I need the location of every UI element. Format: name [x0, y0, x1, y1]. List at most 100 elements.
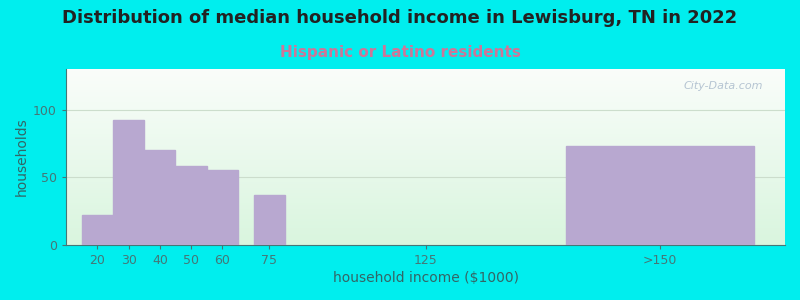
Bar — [66, 84, 785, 85]
Bar — [66, 232, 785, 233]
Bar — [66, 174, 785, 175]
Bar — [66, 186, 785, 187]
Bar — [66, 69, 785, 70]
Bar — [66, 133, 785, 134]
Bar — [66, 216, 785, 217]
Bar — [66, 217, 785, 218]
Bar — [66, 209, 785, 210]
Bar — [66, 168, 785, 169]
Bar — [66, 161, 785, 162]
Bar — [66, 181, 785, 182]
Bar — [66, 243, 785, 244]
Bar — [66, 169, 785, 170]
Bar — [66, 75, 785, 76]
Bar — [66, 227, 785, 228]
Bar — [66, 115, 785, 116]
Bar — [66, 136, 785, 137]
Bar — [66, 202, 785, 203]
Bar — [66, 219, 785, 220]
Bar — [66, 240, 785, 241]
Bar — [66, 108, 785, 109]
Bar — [66, 103, 785, 104]
Bar — [66, 206, 785, 207]
Bar — [66, 125, 785, 126]
Bar — [66, 191, 785, 192]
Bar — [66, 70, 785, 71]
Bar — [66, 213, 785, 214]
Bar — [66, 94, 785, 95]
Bar — [66, 138, 785, 139]
Bar — [66, 110, 785, 111]
Bar — [66, 79, 785, 80]
Bar — [66, 182, 785, 183]
Bar — [66, 121, 785, 122]
Bar — [66, 130, 785, 131]
Bar — [206, 170, 238, 245]
Bar — [66, 160, 785, 161]
Bar — [66, 231, 785, 232]
Bar — [66, 180, 785, 181]
Bar — [66, 120, 785, 121]
Bar — [66, 244, 785, 245]
Bar — [66, 166, 785, 167]
Bar — [66, 205, 785, 206]
Bar — [66, 134, 785, 135]
Bar — [66, 156, 785, 157]
Bar — [66, 97, 785, 98]
Bar — [66, 171, 785, 172]
Bar — [66, 147, 785, 148]
Bar — [66, 126, 785, 127]
Bar — [66, 239, 785, 240]
Bar — [66, 80, 785, 81]
Bar — [66, 187, 785, 188]
Bar — [66, 139, 785, 140]
Bar — [66, 200, 785, 201]
Bar — [66, 128, 785, 129]
Bar — [254, 195, 285, 245]
Bar — [66, 98, 785, 99]
Bar — [66, 199, 785, 200]
Bar — [66, 222, 785, 223]
Bar — [66, 155, 785, 156]
Bar — [66, 82, 785, 83]
Bar — [66, 178, 785, 179]
Bar — [66, 149, 785, 150]
Bar — [66, 159, 785, 160]
Bar — [566, 146, 754, 245]
Bar — [66, 184, 785, 185]
Bar — [66, 100, 785, 101]
Bar — [66, 214, 785, 215]
Bar — [66, 230, 785, 231]
Bar — [66, 83, 785, 84]
Bar — [66, 148, 785, 149]
Bar — [66, 86, 785, 87]
Bar — [66, 74, 785, 75]
Bar — [113, 120, 144, 245]
Bar — [66, 163, 785, 164]
Bar — [66, 158, 785, 159]
Bar — [66, 95, 785, 96]
Bar — [66, 160, 785, 161]
Bar — [66, 137, 785, 138]
Bar — [66, 201, 785, 202]
Bar — [66, 193, 785, 194]
Bar — [66, 167, 785, 168]
Bar — [66, 236, 785, 237]
Bar — [66, 144, 785, 145]
Bar — [66, 76, 785, 77]
Bar — [66, 99, 785, 100]
Bar — [66, 89, 785, 90]
Bar — [66, 102, 785, 103]
X-axis label: household income ($1000): household income ($1000) — [333, 271, 518, 285]
Bar — [66, 72, 785, 73]
Bar — [66, 129, 785, 130]
Bar — [66, 226, 785, 227]
Bar — [66, 212, 785, 213]
Bar — [66, 92, 785, 93]
Bar — [66, 241, 785, 242]
Bar — [66, 117, 785, 118]
Bar — [66, 235, 785, 236]
Bar — [66, 164, 785, 165]
Bar — [66, 112, 785, 113]
Bar — [66, 127, 785, 128]
